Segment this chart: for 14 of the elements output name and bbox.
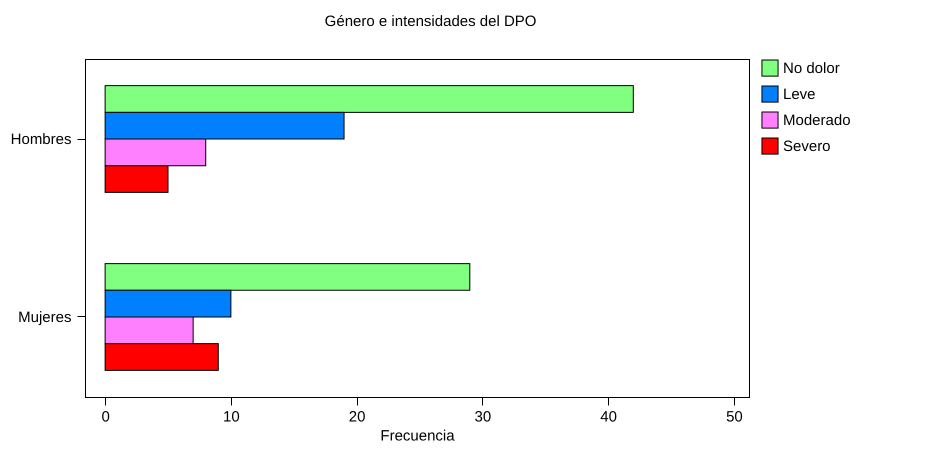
legend-label: Leve: [783, 86, 816, 103]
y-tick-label: Hombres: [10, 131, 72, 148]
legend-label: No dolor: [783, 60, 840, 77]
x-tick-label: 20: [348, 408, 366, 426]
x-axis-title: Frecuencia: [380, 428, 456, 444]
x-tick-label: 50: [726, 408, 743, 426]
y-tick-label: Mujeres: [18, 308, 72, 326]
x-tick-label: 0: [101, 408, 110, 426]
x-tick-label: 40: [600, 408, 617, 426]
legend-label: Severo: [783, 138, 831, 155]
legend-label: Moderado: [783, 112, 851, 129]
chart-title: Género e intensidades del DPO: [324, 13, 536, 30]
x-tick-label: 10: [223, 408, 240, 426]
x-tick-label: 30: [474, 408, 492, 426]
